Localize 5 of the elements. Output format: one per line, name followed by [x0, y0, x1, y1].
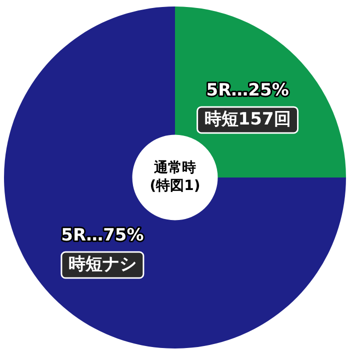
slice-label: 時短ナシ — [68, 254, 136, 274]
slice-label: 時短157回 — [204, 109, 291, 130]
data-label: 5R…25% — [206, 80, 289, 100]
text: 通常時 (特図1) — [150, 159, 200, 194]
data-label: 5R…75% — [61, 225, 144, 246]
